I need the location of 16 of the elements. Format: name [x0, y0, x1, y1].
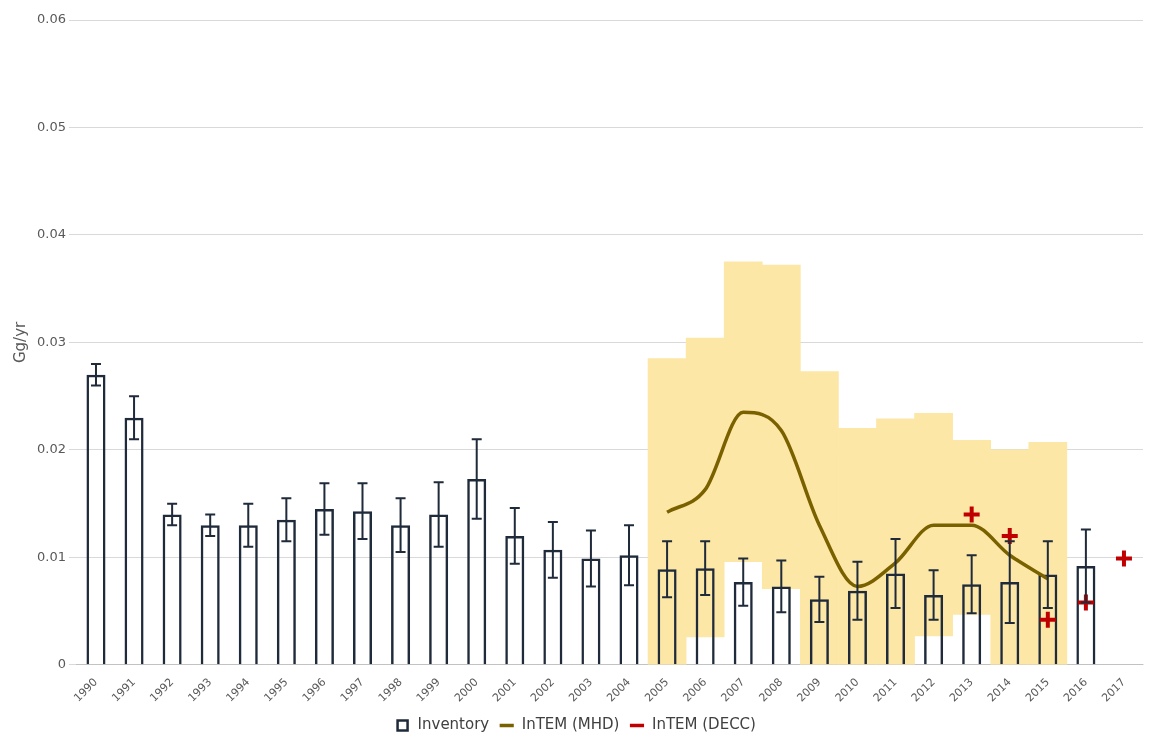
line-series: [665, 410, 1050, 589]
point: [961, 504, 982, 525]
y-tick-label: 0.06: [36, 11, 66, 27]
y-tick-label: 0.01: [36, 548, 66, 564]
y-tick-label: 0.02: [36, 441, 66, 457]
y-tick-label: 0: [57, 656, 66, 672]
point: [1113, 548, 1134, 569]
y-tick-label: 0.05: [36, 118, 66, 134]
legend-label: InTEM (MHD): [521, 715, 620, 734]
y-tick-label: 0.04: [36, 226, 66, 242]
y-tick-label: 0.03: [36, 333, 66, 349]
legend-label: InTEM (DECC): [651, 715, 756, 734]
legend-label: Inventory: [417, 715, 490, 734]
y-axis-title: Gg/yr: [10, 320, 29, 364]
point: [999, 525, 1020, 546]
point: [1037, 609, 1058, 630]
